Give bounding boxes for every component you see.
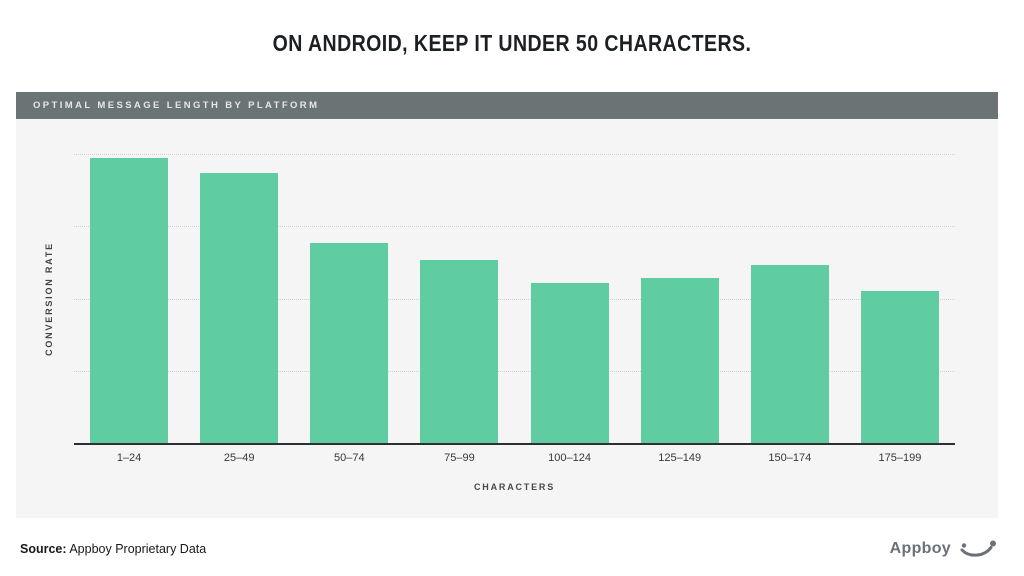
brand-logo: Appboy: [890, 538, 998, 560]
gridline: [74, 154, 955, 155]
x-tick-label: 150–174: [768, 452, 812, 464]
chart-body: CONVERSION RATE 1–24 25–49 50–74 75–99 100–1…: [16, 119, 998, 518]
bar: [310, 242, 389, 443]
plot-area: [74, 154, 955, 445]
bar: [420, 259, 499, 443]
footer: Source: Appboy Proprietary Data Appboy: [20, 538, 998, 560]
bar-column: [735, 154, 845, 443]
bar-column: [404, 154, 514, 443]
brand-name: Appboy: [889, 540, 951, 557]
source-line: Source: Appboy Proprietary Data: [20, 542, 206, 556]
source-text: Appboy Proprietary Data: [66, 542, 207, 556]
bar: [530, 282, 609, 443]
bars: [74, 154, 955, 443]
bar: [860, 290, 939, 443]
page-title: ON ANDROID, KEEP IT UNDER 50 CHARACTERS.: [272, 30, 752, 56]
x-tick-label: 50–74: [334, 452, 365, 464]
bar: [640, 277, 719, 443]
y-axis-label: CONVERSION RATE: [44, 242, 54, 356]
bar: [200, 172, 279, 443]
bar-column: [625, 154, 735, 443]
gridline: [74, 226, 955, 228]
gridline: [74, 370, 955, 372]
bar-column: [294, 154, 404, 443]
source-label: Source:: [20, 542, 67, 556]
chart-header-bar: OPTIMAL MESSAGE LENGTH BY PLATFORM: [16, 92, 998, 119]
x-tick-label: 75–99: [444, 452, 475, 464]
smiley-wink-icon: [958, 538, 998, 560]
bar-column: [184, 154, 294, 443]
x-tick-label: 175–199: [878, 452, 922, 464]
bar: [750, 265, 829, 443]
bar: [90, 158, 169, 443]
gridline: [74, 298, 955, 300]
chart-panel: OPTIMAL MESSAGE LENGTH BY PLATFORM CONVE…: [16, 92, 998, 518]
bar-column: [845, 154, 955, 443]
x-tick-label: 1–24: [116, 452, 142, 464]
bar-column: [515, 154, 625, 443]
bar-column: [74, 154, 184, 443]
x-tick-label: 100–124: [548, 452, 591, 464]
x-tick-label: 125–149: [658, 452, 702, 464]
x-tick-label: 25–49: [223, 452, 255, 464]
x-tick-labels: 1–24 25–49 50–74 75–99 100–124 125–149 150–174…: [74, 452, 955, 464]
x-axis-label: CHARACTERS: [474, 482, 555, 492]
